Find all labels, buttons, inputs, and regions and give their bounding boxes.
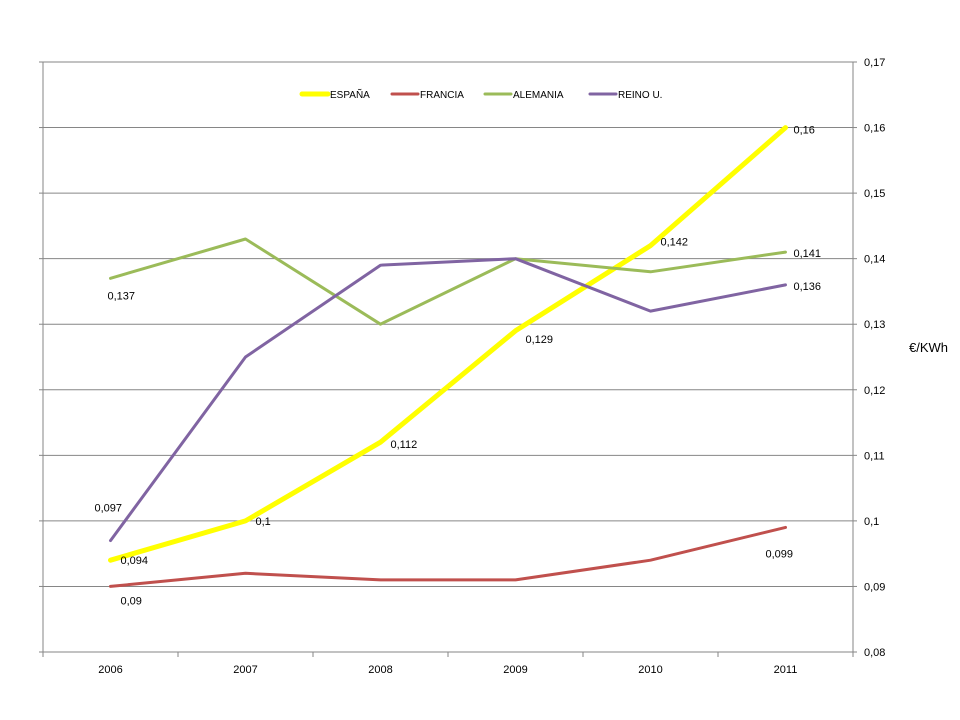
- series-lines: [108, 125, 788, 588]
- legend-label: REINO U.: [618, 90, 662, 101]
- y-tick-label: 0,14: [864, 254, 885, 266]
- data-label: 0,1: [256, 516, 271, 528]
- series-line: [108, 125, 788, 563]
- series-line: [109, 237, 787, 326]
- x-tick-label: 2009: [503, 664, 527, 676]
- data-label: 0,099: [766, 548, 794, 560]
- x-tick-label: 2006: [98, 664, 122, 676]
- y-tick-label: 0,13: [864, 319, 885, 331]
- data-label: 0,141: [794, 248, 822, 260]
- legend-label: FRANCIA: [420, 90, 464, 101]
- y-tick-label: 0,1: [864, 516, 879, 528]
- data-label: 0,112: [391, 439, 418, 451]
- data-labels: 0,094 0,1 0,112 0,129 0,142 0,16 0,09 0,099 0,13…: [95, 125, 822, 608]
- y-tick-label: 0,16: [864, 123, 885, 135]
- x-tick-label: 2008: [368, 664, 392, 676]
- data-label: 0,142: [661, 237, 689, 249]
- data-label: 0,097: [95, 503, 123, 515]
- axes: 0,08 0,09 0,1 0,11 0,12 0,13 0,14 0,15 0,16 0,17 2…: [39, 57, 885, 676]
- x-tick-label: 2010: [638, 664, 662, 676]
- y-tick-label: 0,08: [864, 647, 885, 659]
- data-label: 0,136: [794, 281, 822, 293]
- y-tick-label: 0,17: [864, 57, 885, 69]
- legend-label: ESPAÑA: [330, 88, 370, 101]
- data-label: 0,16: [794, 125, 815, 137]
- data-label: 0,129: [526, 334, 554, 346]
- legend-label: ALEMANIA: [513, 90, 564, 101]
- x-tick-label: 2011: [774, 664, 798, 676]
- data-label: 0,09: [121, 595, 142, 607]
- y-tick-label: 0,12: [864, 385, 885, 397]
- legend: ESPAÑA FRANCIA ALEMANIA REINO U.: [299, 88, 662, 101]
- series-line: [109, 525, 787, 588]
- y-tick-label: 0,09: [864, 581, 885, 593]
- y-axis-title: €/KWh: [909, 340, 948, 355]
- gridlines: [43, 61, 853, 653]
- data-label: 0,137: [108, 290, 136, 302]
- x-tick-label: 2007: [233, 664, 257, 676]
- y-tick-label: 0,11: [864, 450, 885, 462]
- data-label: 0,094: [121, 555, 149, 567]
- series-line: [109, 257, 787, 543]
- y-tick-label: 0,15: [864, 188, 885, 200]
